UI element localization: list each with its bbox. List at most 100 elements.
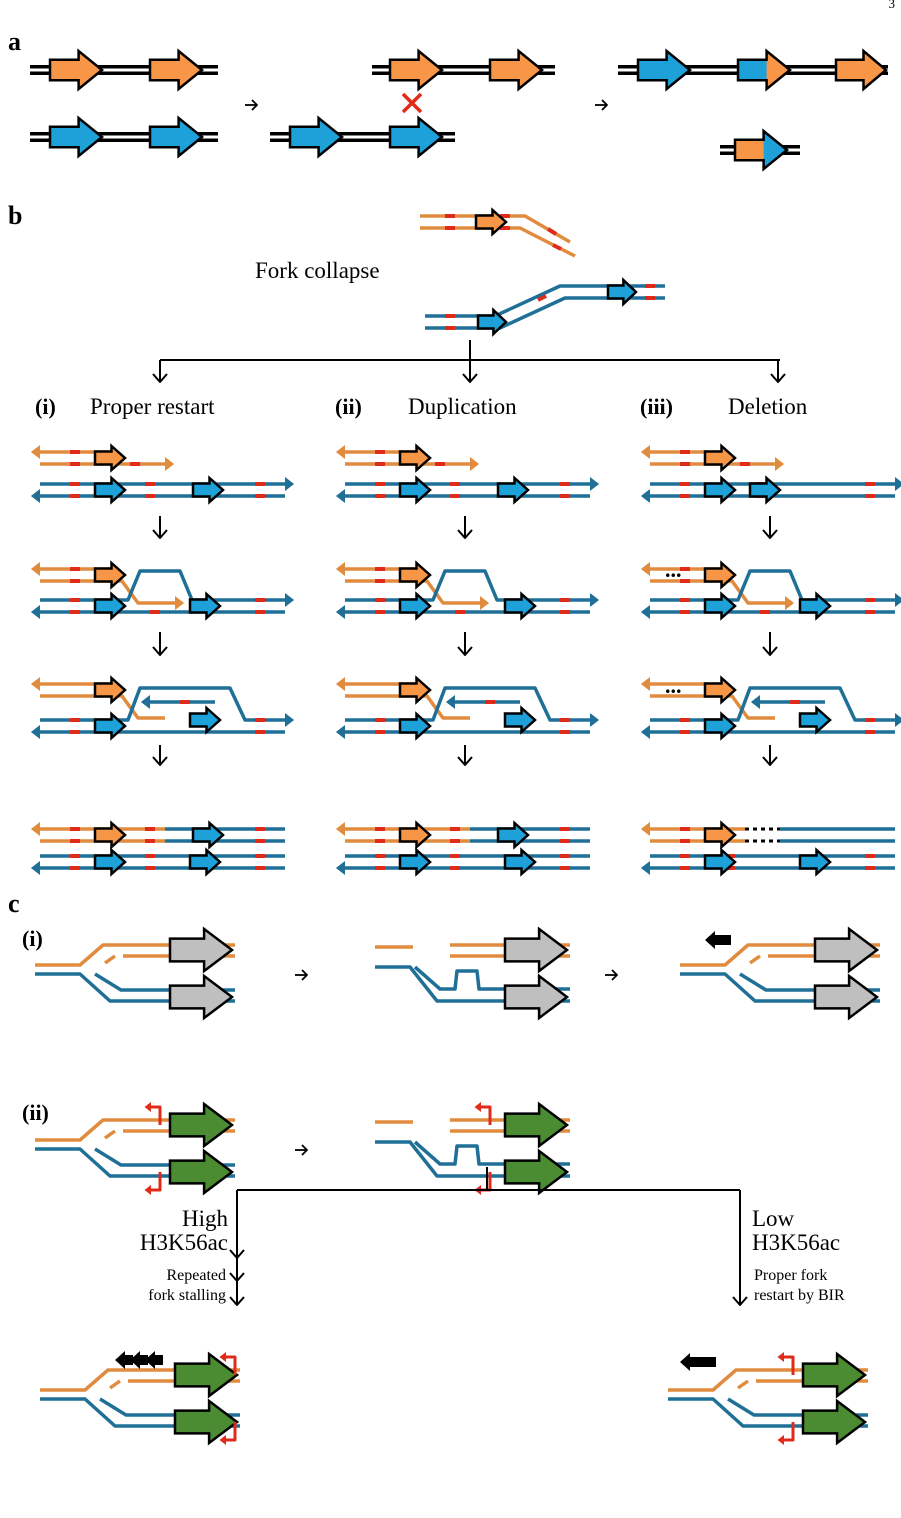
gene [390, 118, 442, 156]
gene [400, 714, 430, 738]
row-label: (ii) [22, 1100, 49, 1125]
gene [95, 446, 125, 470]
strand [738, 1381, 748, 1388]
arrowhead [446, 695, 455, 709]
arrowhead [285, 593, 294, 607]
arrowhead [470, 457, 479, 471]
arrowhead [336, 677, 345, 691]
gene [705, 678, 735, 702]
gene [50, 51, 102, 89]
strand [783, 1357, 793, 1375]
arrowhead [31, 822, 40, 836]
arrowhead [31, 562, 40, 576]
arrowhead [31, 725, 40, 739]
caption: Fork collapse [255, 258, 380, 283]
gene [190, 594, 220, 618]
arrowhead [336, 725, 345, 739]
gene [800, 708, 830, 732]
gene [815, 976, 877, 1018]
arrowhead [31, 677, 40, 691]
black-arrow [145, 1351, 163, 1369]
arrowhead [141, 695, 150, 709]
gene [705, 563, 735, 587]
arrowhead [336, 489, 345, 503]
arrowhead [785, 596, 794, 610]
gene [705, 823, 735, 847]
arrowhead [641, 861, 650, 875]
arrowhead [175, 596, 184, 610]
gene [175, 1401, 237, 1443]
gene [800, 850, 830, 874]
gene [705, 714, 735, 738]
arrowhead [590, 593, 599, 607]
strand [345, 688, 590, 720]
panel-label: c [8, 889, 20, 918]
strand [553, 245, 561, 249]
gene [505, 594, 535, 618]
gene [498, 823, 528, 847]
page-number: 3 [889, 0, 896, 11]
gene [476, 210, 506, 234]
gene [193, 478, 223, 502]
outcome-label: Deletion [728, 394, 808, 419]
arrowhead [145, 1102, 152, 1112]
gene [50, 118, 102, 156]
note: fork stalling [148, 1287, 226, 1304]
gene [400, 563, 430, 587]
strand [480, 1107, 490, 1125]
arrowhead [145, 1185, 152, 1195]
gene [170, 1151, 232, 1193]
gene [638, 51, 690, 89]
strand [650, 688, 895, 720]
gene [190, 708, 220, 732]
strand [40, 571, 285, 600]
arrowhead [641, 725, 650, 739]
arrowhead [220, 1435, 227, 1445]
note: restart by BIR [754, 1287, 845, 1304]
strand [345, 571, 590, 600]
arrowhead [336, 445, 345, 459]
strand [110, 1381, 120, 1388]
arrowhead [285, 713, 294, 727]
gene [95, 678, 125, 702]
gene [505, 1104, 567, 1146]
arrowhead [590, 713, 599, 727]
arrowhead [336, 605, 345, 619]
strand [40, 688, 285, 720]
gene [803, 1401, 865, 1443]
arrowhead [895, 713, 901, 727]
arrowhead [31, 861, 40, 875]
condition: H3K56ac [140, 1230, 228, 1255]
gene [400, 823, 430, 847]
outcome-number: (ii) [335, 394, 362, 419]
gene [190, 850, 220, 874]
gene-part [735, 140, 764, 161]
gene [95, 823, 125, 847]
figure: 3 a b c Fork collapse (i) Proper restart… [0, 0, 901, 1513]
outcome-label: Proper restart [90, 394, 215, 419]
gene [400, 850, 430, 874]
strand [105, 956, 115, 963]
gene [800, 594, 830, 618]
gene [836, 51, 886, 89]
outcome-number: (i) [35, 394, 56, 419]
gene [170, 929, 232, 971]
gene [290, 118, 342, 156]
arrowhead [775, 457, 784, 471]
gene [400, 678, 430, 702]
strand [150, 1107, 160, 1125]
gene [498, 478, 528, 502]
gene [400, 446, 430, 470]
gene-part [738, 60, 767, 81]
arrowhead [336, 822, 345, 836]
gene [705, 446, 735, 470]
arrowhead [641, 605, 650, 619]
gene [705, 478, 735, 502]
gene [150, 51, 202, 89]
gene [400, 594, 430, 618]
arrowhead [641, 822, 650, 836]
arrowhead [165, 457, 174, 471]
gene [175, 1354, 237, 1396]
panel-label: b [8, 201, 22, 230]
arrowhead [336, 562, 345, 576]
